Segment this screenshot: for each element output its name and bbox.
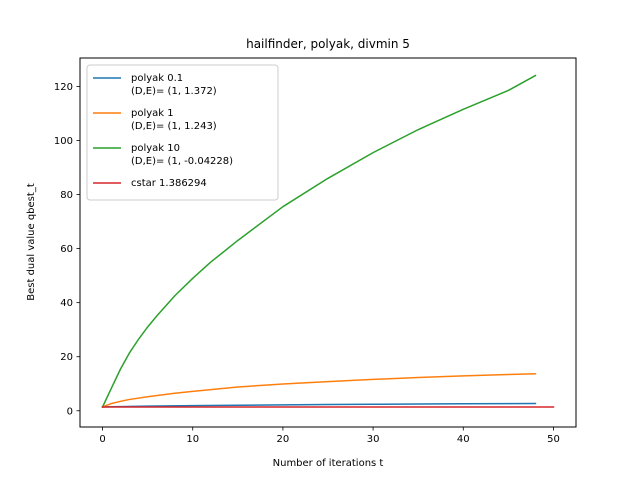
x-tick-label: 0 <box>99 434 105 445</box>
legend: polyak 0.1 (D,E)= (1, 1.372) polyak 1 (D,E)… <box>86 64 279 201</box>
legend-box <box>86 64 279 201</box>
legend-label-2: polyak 10 <box>131 143 180 154</box>
x-tick-label: 30 <box>367 434 380 445</box>
legend-label-0: polyak 0.1 <box>131 73 183 84</box>
x-tick-label: 50 <box>547 434 560 445</box>
x-tick-label: 10 <box>186 434 199 445</box>
legend-label-1: polyak 1 <box>131 108 174 119</box>
legend-label-0: (D,E)= (1, 1.372) <box>131 86 217 97</box>
legend-label-2: (D,E)= (1, -0.04228) <box>131 156 233 167</box>
y-tick-label: 100 <box>54 136 73 147</box>
y-tick-label: 120 <box>54 82 73 93</box>
plot-lines <box>101 74 555 408</box>
series-line-1 <box>101 372 537 408</box>
x-tick-label: 40 <box>457 434 470 445</box>
series-line-2 <box>101 74 537 408</box>
x-axis-ticks: 0 10 20 30 40 50 <box>99 427 560 445</box>
y-tick-label: 0 <box>67 406 73 417</box>
y-tick-label: 60 <box>60 244 73 255</box>
legend-label-1: (D,E)= (1, 1.243) <box>131 121 217 132</box>
y-axis-ticks: 0 20 40 60 80 100 120 <box>54 82 80 417</box>
y-tick-label: 40 <box>60 298 73 309</box>
legend-label-3: cstar 1.386294 <box>131 178 207 189</box>
y-tick-label: 20 <box>60 352 73 363</box>
x-tick-label: 20 <box>277 434 290 445</box>
chart-title: hailfinder, polyak, divmin 5 <box>246 37 410 51</box>
y-axis-label: Best dual value qbest_t <box>26 183 37 301</box>
x-axis-label: Number of iterations t <box>273 458 384 469</box>
axes-frame <box>79 57 577 428</box>
y-tick-label: 80 <box>60 190 73 201</box>
